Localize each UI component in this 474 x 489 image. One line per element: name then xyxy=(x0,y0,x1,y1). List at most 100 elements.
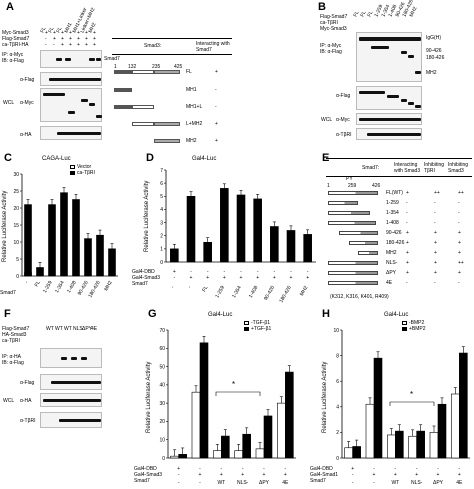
a-domain-mh2 xyxy=(154,70,180,74)
bar xyxy=(270,226,279,263)
g-title: Gal4-Luc xyxy=(208,312,233,318)
a-row-name: MH1 xyxy=(186,87,197,93)
panel-g: G Gal4-Luc Relative Luciferase Activity … xyxy=(124,308,300,489)
a-sign: + xyxy=(53,36,56,42)
d-row-label: Gal4-DBD xyxy=(132,269,155,275)
a-band xyxy=(89,58,95,61)
f-band xyxy=(81,357,87,360)
a-sign: + xyxy=(69,36,72,42)
a-row-interact: + xyxy=(215,69,218,75)
e-cell: + xyxy=(406,190,409,196)
e-construct-bar xyxy=(328,221,376,225)
a-domain-mh1 xyxy=(114,70,132,74)
a-band xyxy=(68,111,75,114)
a-table-divider xyxy=(112,54,232,55)
e-row-label: FL(WT) xyxy=(386,190,403,196)
y-tick-label: 40 xyxy=(159,383,165,389)
bar xyxy=(429,432,439,459)
e-row-label: 4E xyxy=(386,280,393,286)
bar xyxy=(84,238,92,277)
bar xyxy=(459,352,468,459)
f-wcl-tbr-blot xyxy=(40,412,102,428)
e-cell: - xyxy=(434,210,436,216)
a-sign: + xyxy=(85,30,88,36)
x-tick-label: - xyxy=(24,280,30,285)
bar xyxy=(60,192,68,277)
y-tick-label: 20 xyxy=(13,206,19,212)
x-tick-label: FL xyxy=(201,285,209,293)
x-sign: + xyxy=(263,472,266,478)
a-table-interact-header: Interacting with Smad7 xyxy=(196,41,230,53)
g-row-label: Smad7 xyxy=(134,478,150,484)
a-scale-num: 132 xyxy=(128,64,137,70)
bar xyxy=(234,450,243,459)
f-col-label: WT xyxy=(46,326,54,332)
x-tick-label: WT xyxy=(391,480,399,486)
a-band xyxy=(96,115,102,118)
a-domain-mh2 xyxy=(154,122,180,126)
f-ib-label: IB: α-Flag xyxy=(2,360,24,366)
y-tick-label: 0 xyxy=(162,456,165,462)
bar xyxy=(408,435,417,459)
x-sign: - xyxy=(307,269,309,275)
b-band xyxy=(359,118,421,121)
panel-b-letter: B xyxy=(318,1,326,13)
a-band xyxy=(96,58,101,61)
a-wcl-ha-blot xyxy=(40,126,102,140)
e-cell: - xyxy=(458,200,460,206)
f-band xyxy=(71,357,77,360)
panel-e: E Smad7: Interacting with Smad3 Inhibiti… xyxy=(322,152,474,302)
f-ab-tbr: α-TβRI xyxy=(20,418,36,424)
a-row-name: FL xyxy=(186,69,192,75)
e-cell: ++ xyxy=(434,190,440,196)
e-construct-bar xyxy=(338,231,378,235)
e-header: Inhibiting Smad3 xyxy=(448,162,469,174)
e-cell: ++ xyxy=(458,190,464,196)
a-sign: + xyxy=(85,42,88,48)
a-row-interact: - xyxy=(215,87,217,93)
bar xyxy=(451,393,460,459)
x-tick-label: - xyxy=(170,285,176,290)
y-tick-label: 5 xyxy=(16,257,19,263)
f-col-label: NLS xyxy=(73,326,83,332)
x-sign: + xyxy=(220,472,223,478)
x-tick-label: - xyxy=(187,285,193,290)
e-construct-bar xyxy=(328,211,370,215)
a-row-label: ca-TβRI-HA xyxy=(2,42,29,48)
c-title: CAGA-Luc xyxy=(42,156,71,162)
bar xyxy=(36,267,44,277)
bar xyxy=(170,248,179,263)
a-smad7-marker: Smad7 xyxy=(104,56,120,62)
a-sign: + xyxy=(69,30,72,36)
b-band xyxy=(371,46,389,49)
b-marker: 180-426 xyxy=(426,55,445,61)
panel-d: D Gal4-Luc Relative Luciferase Activity … xyxy=(122,152,320,304)
b-marker: 90-426 xyxy=(426,48,442,54)
f-band xyxy=(43,399,101,402)
y-tick-label: 2 xyxy=(336,430,339,436)
x-sign: + xyxy=(241,472,244,478)
y-tick-label: 2 xyxy=(160,234,163,240)
e-cell: + xyxy=(458,230,461,236)
bar xyxy=(48,204,56,277)
x-sign: + xyxy=(199,472,202,478)
x-sign: + xyxy=(306,275,309,281)
a-domain-linker xyxy=(132,122,154,126)
bar xyxy=(286,230,296,263)
x-sign: - xyxy=(273,269,275,275)
f-ip-blot xyxy=(40,348,102,368)
x-sign: - xyxy=(207,269,209,275)
bar xyxy=(395,430,404,459)
e-cell: - xyxy=(406,280,408,286)
b-wcl-flag-blot xyxy=(356,86,422,110)
x-tick-label: 90-426 xyxy=(263,285,276,302)
y-tick-label: 30 xyxy=(159,401,165,407)
c-legend-catbri-swatch xyxy=(70,171,75,175)
bar xyxy=(72,199,80,277)
e-cell: - xyxy=(406,200,408,206)
e-divider xyxy=(326,176,472,177)
e-row-label: ΔPY xyxy=(386,270,397,276)
f-row-label: ca-TβRI xyxy=(2,338,20,344)
y-tick-label: 0 xyxy=(16,274,19,280)
y-tick-label: 7 xyxy=(160,168,163,174)
